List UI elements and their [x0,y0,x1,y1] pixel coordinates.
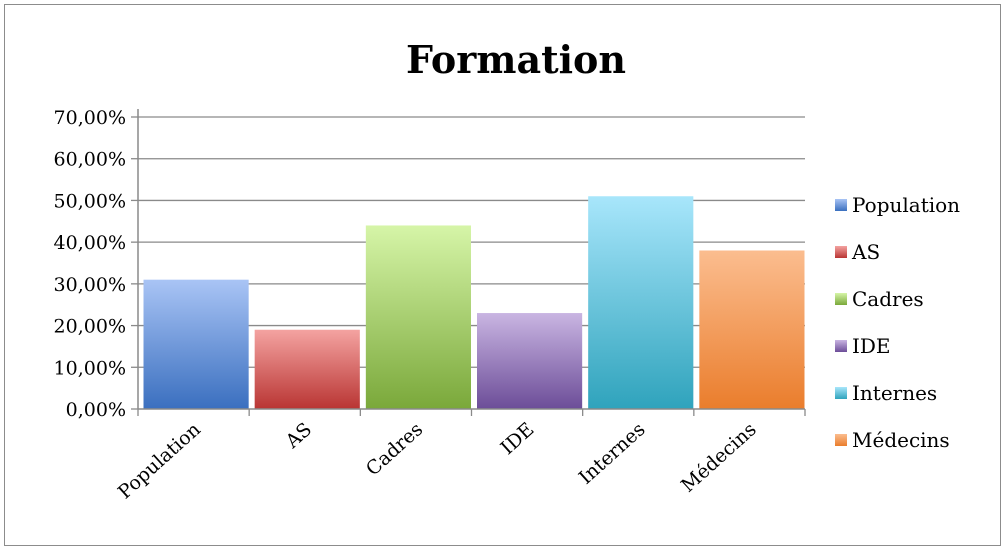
chart-frame: Formation 0,00% 10,00% 20,00% 30,00% 40,00% 5… [4,4,1001,546]
x-tick-label: Médecins [677,418,761,496]
legend-label: Population [852,193,960,217]
y-tick-label: 70,00% [54,107,126,129]
chart-title: Formation [406,37,626,82]
y-tick-label: 60,00% [54,149,126,171]
legend-swatch [835,387,847,399]
x-tick-label: Cadres [362,418,427,480]
bar-médecins [699,250,805,409]
bars [143,196,805,409]
legend-label: Médecins [852,428,950,452]
legend-swatch [835,246,847,258]
bar-chart: Formation 0,00% 10,00% 20,00% 30,00% 40,00% 5… [54,37,961,503]
x-tick-label: Population [114,418,205,503]
y-tick-label: 40,00% [54,232,126,254]
x-tick-label: Internes [575,418,650,489]
legend-label: IDE [852,334,891,358]
axes [137,109,806,416]
y-tick-label: 20,00% [54,316,126,338]
legend-swatch [835,293,847,305]
legend-swatch [835,340,847,352]
y-tick-label: 10,00% [54,357,126,379]
y-tick-label: 30,00% [54,274,126,296]
bar-ide [477,313,583,409]
x-tick-label: IDE [497,418,539,459]
legend-label: AS [851,240,880,264]
x-tick-label: AS [281,418,316,453]
legend-label: Cadres [852,287,924,311]
bar-population [143,279,249,409]
x-tick-labels: Population AS Cadres IDE Internes Médecins [114,418,761,503]
y-tick-label: 50,00% [54,190,126,212]
legend: Population AS Cadres IDE Internes Médecins [835,193,960,452]
legend-label: Internes [852,381,937,405]
bar-as [254,329,360,409]
y-tick-label: 0,00% [66,399,126,421]
bar-cadres [365,225,471,409]
y-tick-labels: 0,00% 10,00% 20,00% 30,00% 40,00% 50,00% 60,00… [54,107,126,421]
gridlines [131,116,805,410]
legend-swatch [835,199,847,211]
legend-swatch [835,434,847,446]
bar-internes [588,196,694,409]
